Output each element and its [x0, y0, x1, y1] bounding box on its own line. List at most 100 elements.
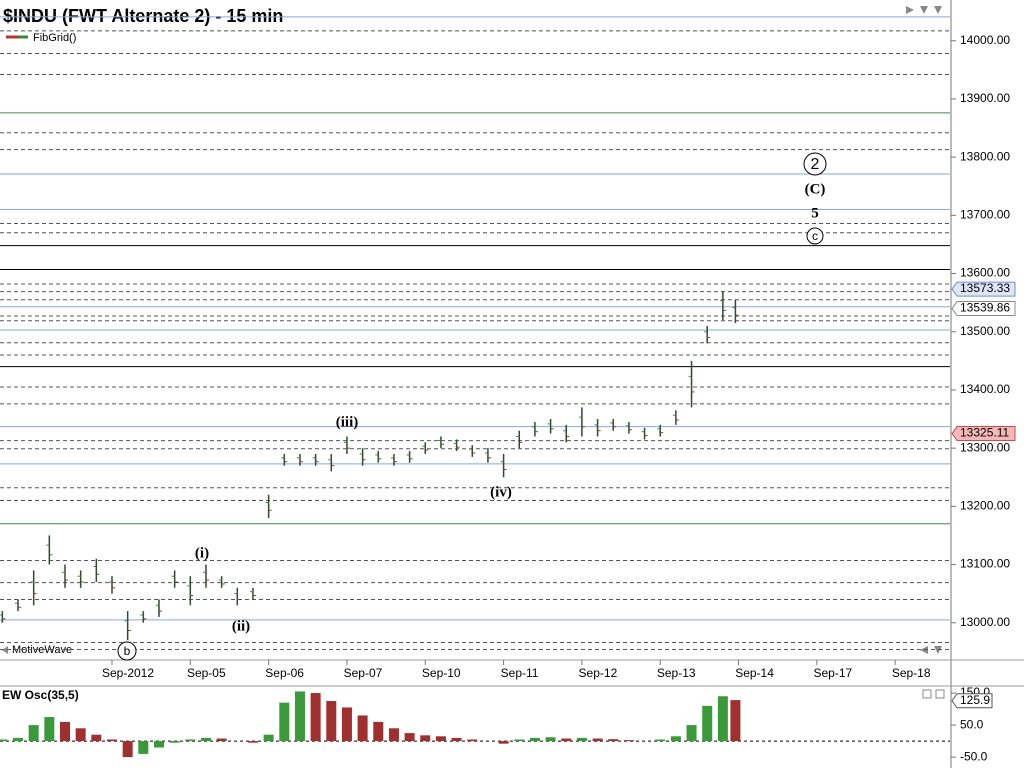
osc-bar [717, 696, 728, 742]
osc-bar [153, 741, 164, 748]
wave-label: 5 [811, 205, 819, 221]
osc-bar [326, 701, 337, 742]
osc-bar [60, 721, 71, 742]
osc-bar [451, 737, 462, 742]
osc-bar [420, 735, 431, 742]
wave-label: 2 [811, 156, 820, 173]
osc-bar [247, 741, 258, 743]
osc-bar [529, 737, 540, 742]
nav-icons[interactable] [2, 6, 945, 699]
maximize[interactable] [922, 689, 932, 699]
menu[interactable] [934, 6, 942, 14]
osc-bar [263, 734, 274, 742]
osc-bar [28, 725, 39, 742]
y-tick-label: 13800.00 [960, 149, 1010, 163]
y-tick-label: 13300.00 [960, 440, 1010, 454]
panel-title: EW Osc(35,5) [2, 688, 79, 702]
price-marker-label: 13325.11 [960, 426, 1009, 440]
wave-circle [117, 641, 137, 661]
x-tick-label: Sep-12 [579, 666, 618, 680]
y-tick-label: 14000.00 [960, 33, 1010, 47]
osc-bar [404, 733, 415, 742]
osc-bar [279, 702, 290, 742]
osc-bar [730, 700, 741, 742]
osc-bar [106, 739, 117, 742]
x-tick-label: Sep-18 [892, 666, 931, 680]
x-tick-label: Sep-10 [422, 666, 461, 680]
price-marker-label: 13539.86 [960, 301, 1010, 315]
wave-label: (iv) [490, 484, 512, 500]
y-tick-label: 13400.00 [960, 382, 1010, 396]
chart-title: $INDU (FWT Alternate 2) - 15 min [3, 6, 283, 26]
osc-marker-label: 125.9 [960, 693, 990, 707]
osc-bar [122, 741, 133, 758]
osc-bar [561, 738, 572, 742]
price-marker [951, 281, 1016, 297]
osc-bar [75, 728, 86, 742]
wave-label: c [812, 229, 818, 243]
y-tick-label: -50.0 [960, 749, 988, 763]
wave-label: b [124, 644, 131, 658]
wave-label: (ii) [232, 618, 250, 634]
osc-bar [514, 739, 525, 742]
osc-bar [200, 737, 211, 742]
wave-circle [803, 152, 827, 176]
y-tick-label: 13700.00 [960, 208, 1010, 222]
y-tick-label: 13000.00 [960, 615, 1010, 629]
y-tick-label: 13600.00 [960, 266, 1010, 280]
osc-bar [185, 739, 196, 742]
osc-bar [498, 741, 509, 744]
osc-bar [623, 740, 634, 742]
osc-bar [216, 738, 227, 742]
osc-bar [373, 721, 384, 742]
osc-bar [702, 705, 713, 742]
price-marker-label: 13573.33 [960, 281, 1010, 295]
osc-bar [0, 739, 8, 742]
osc-bar [608, 739, 619, 742]
x-tick-label: Sep-14 [735, 666, 774, 680]
osc-bar [576, 737, 587, 742]
x-tick-label: Sep-13 [657, 666, 696, 680]
wave-label: (C) [805, 181, 826, 197]
osc-marker [951, 693, 993, 709]
osc-bar [138, 741, 149, 754]
osc-bar [670, 736, 681, 742]
close[interactable] [935, 689, 945, 699]
y-tick-label: 50.0 [960, 717, 984, 731]
osc-bar [357, 715, 368, 742]
osc-bar [341, 707, 352, 742]
price-marker [951, 301, 1016, 317]
x-tick-label: Sep-2012 [102, 666, 154, 680]
x-tick-label: Sep-17 [814, 666, 853, 680]
osc-bar [91, 734, 102, 742]
osc-bar [388, 728, 399, 742]
y-tick-label: 13500.00 [960, 324, 1010, 338]
x-tick-label: Sep-05 [187, 666, 226, 680]
osc-bar [655, 739, 666, 742]
y-tick-label: 13900.00 [960, 91, 1010, 105]
x-tick-label: Sep-07 [344, 666, 383, 680]
osc-bar [44, 717, 55, 742]
x-tick-label: Sep-11 [501, 666, 539, 680]
x-tick-label: Sep-06 [265, 666, 304, 680]
scroll-left[interactable] [2, 646, 8, 654]
osc-bar [169, 741, 180, 743]
y-tick-label: 13100.00 [960, 557, 1010, 571]
osc-bar [294, 691, 305, 742]
osc-bar [686, 725, 697, 742]
osc-bar [435, 736, 446, 742]
scroll-right[interactable] [906, 6, 914, 14]
osc-bar [310, 693, 321, 742]
legend-label: FibGrid() [33, 32, 76, 44]
osc-bar [13, 737, 24, 742]
y-tick-label: 13200.00 [960, 499, 1010, 513]
osc-bar [592, 738, 603, 742]
price-marker [951, 426, 1016, 442]
wave-circle [806, 227, 824, 245]
scroll-down[interactable] [920, 6, 928, 14]
wave-label: (i) [195, 545, 209, 561]
wave-label: (iii) [336, 414, 359, 430]
osc-bar [467, 739, 478, 742]
